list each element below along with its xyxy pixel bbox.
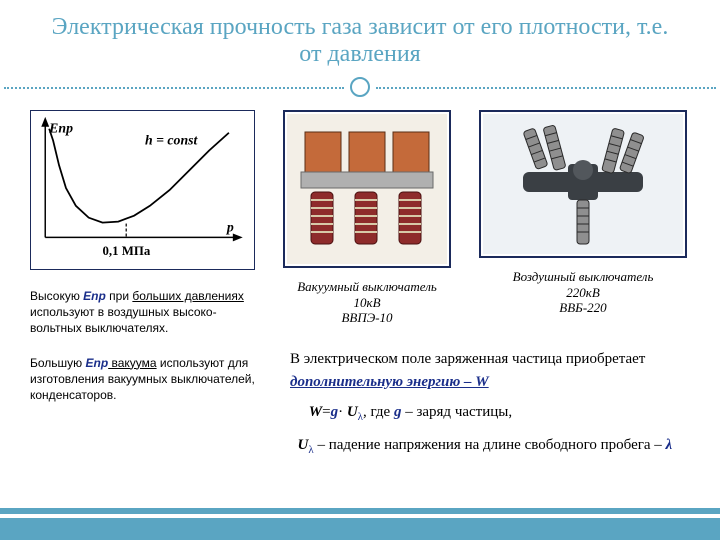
graph-h-const: h = const — [145, 133, 199, 148]
graph-x-tick-label: 0,1 МПа — [103, 244, 151, 258]
title-separator — [0, 76, 720, 98]
air-breaker-caption: Воздушный выключатель 220кВ ВВБ-220 — [478, 269, 688, 316]
graph-x-label: p — [226, 219, 234, 234]
graph-svg: Enp h = const p 0,1 МПа — [31, 111, 254, 269]
text-vacuum: Большую Enp вакуума используют для изгот… — [30, 355, 255, 404]
slide: Электрическая прочность газа зависит от … — [0, 0, 720, 540]
enp-symbol: Enp — [83, 289, 106, 303]
paschen-graph: Enp h = const p 0,1 МПа — [30, 110, 255, 270]
sep-dash-left — [4, 87, 344, 89]
graph-y-label: Enp — [48, 121, 73, 136]
vacuum-breaker-caption: Вакуумный выключатель 10кВ ВВПЭ-10 — [278, 279, 456, 326]
text-high-pressure: Высокую Enp при больших давлениях исполь… — [30, 288, 255, 337]
sep-circle — [350, 77, 370, 97]
vacuum-breaker-icon — [287, 114, 447, 264]
photo-frame-1 — [283, 110, 451, 268]
air-breaker-icon — [483, 114, 683, 254]
physics-line1: В электрическом поле заряженная частица … — [290, 348, 700, 393]
graph-curve — [49, 129, 229, 223]
photo-frame-2 — [479, 110, 687, 258]
left-column: Enp h = const p 0,1 МПа Высокую Enp при … — [30, 110, 255, 403]
content-area: Enp h = const p 0,1 МПа Высокую Enp при … — [0, 98, 720, 538]
vacuum-breaker-figure: Вакуумный выключатель 10кВ ВВПЭ-10 — [278, 110, 456, 326]
physics-block: В электрическом поле заряженная частица … — [290, 348, 700, 458]
sep-dash-right — [376, 87, 716, 89]
air-breaker-figure: Воздушный выключатель 220кВ ВВБ-220 — [478, 110, 688, 316]
physics-line3: Uλ – падение напряжения на длине свободн… — [290, 434, 700, 459]
enp-symbol-2: Enp — [86, 356, 109, 370]
footer-bar — [0, 518, 720, 540]
physics-formula: W=g· Uλ, где g – заряд частицы, — [290, 401, 700, 426]
physics-emph: дополнительную энергию – W — [290, 374, 489, 390]
page-title: Электрическая прочность газа зависит от … — [0, 0, 720, 74]
